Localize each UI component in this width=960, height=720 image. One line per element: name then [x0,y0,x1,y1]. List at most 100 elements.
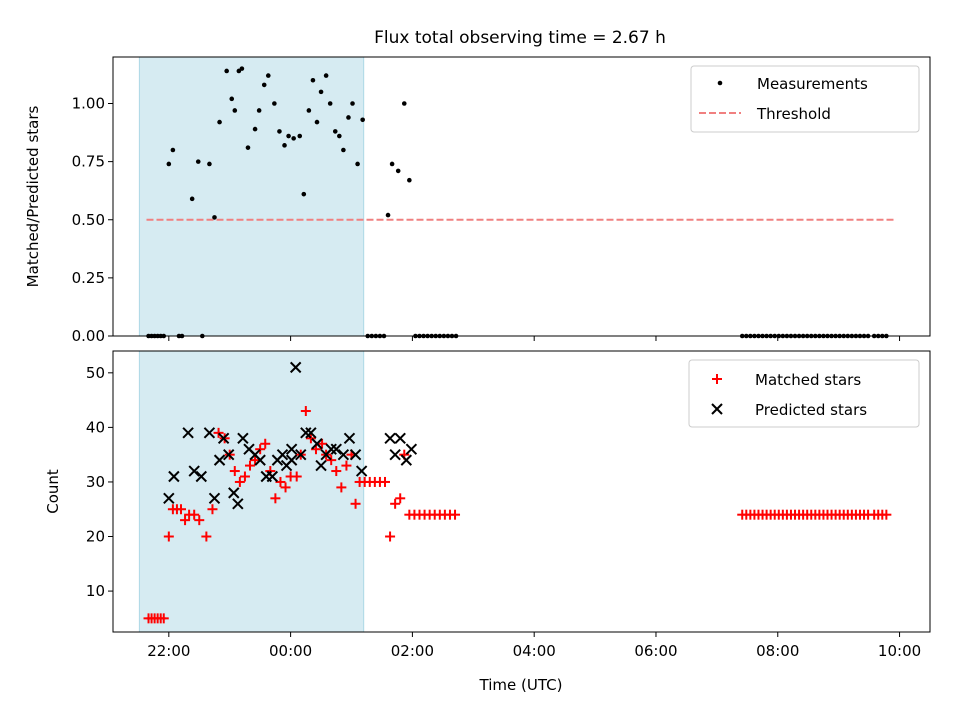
chart-title: Flux total observing time = 2.67 h [374,28,666,48]
matched-star-point [213,427,224,438]
matched-star-point [280,482,291,493]
predicted-star-point [163,492,175,505]
matched-star-point [336,482,347,493]
legend-measurements-marker [717,80,723,86]
bottom-legend-box [688,359,920,428]
predicted-star-point [222,448,235,461]
predicted-star-point [203,427,216,439]
predicted-star-point [195,470,208,483]
legend-measurements-label: Measurements [757,75,868,93]
predicted-star-point [289,361,302,374]
measurement-point [245,145,251,150]
measurement-point [239,66,245,71]
predicted-star-point [213,454,226,466]
measurement-point [355,161,360,167]
measurement-point [291,136,296,141]
matched-star-point [326,455,337,466]
x-tick-label: 22:00 [147,642,190,660]
y-tick-label: 30 [86,473,105,491]
matched-star-point [194,515,205,526]
measurement-point [261,82,267,88]
measurement-point [318,89,324,95]
matched-star-point [275,476,286,487]
x-tick-label: 08:00 [756,642,799,660]
matched-star-point [379,476,390,487]
x-tick-label: 02:00 [391,642,434,660]
measurement-point [332,129,338,134]
y-tick-label: 20 [86,528,105,546]
y-tick-label: 0.50 [72,211,105,229]
matched-star-point [201,531,212,542]
bottom-axes-frame [112,350,931,633]
matched-star-point [180,515,191,526]
predicted-star-point [295,448,307,461]
predicted-star-point [330,443,342,455]
predicted-star-point [300,427,312,439]
predicted-star-point [285,443,298,455]
matched-star-point [317,438,328,449]
matched-star-point [245,460,256,471]
x-axis-label: Time (UTC) [479,676,563,694]
measurement-point [389,161,395,167]
y-tick-label: 0.25 [72,269,105,287]
matched-star-point [250,455,261,466]
measurement-point [189,196,195,202]
measurement-point [346,115,351,120]
top-legend-box [690,65,920,133]
measurement-point [217,119,222,125]
measurement-point [212,215,217,220]
measurement-point [286,133,291,139]
y-tick-label: 40 [86,418,105,436]
predicted-star-point [254,454,266,466]
matched-star-point [291,471,302,482]
predicted-stars-points [163,361,418,510]
matched-star-point [207,504,218,515]
matched-star-point [385,531,396,542]
x-tick-label: 04:00 [513,642,556,660]
measurement-point [224,68,229,74]
matched-star-point [229,466,240,477]
predicted-star-point [315,459,327,472]
measurement-point [301,191,307,197]
y-tick-label: 0.75 [72,153,105,171]
measurement-point [297,133,303,139]
predicted-star-point [232,498,244,510]
bottom-x-ticks: 22:00 00:00 02:00 04:00 06:00 08:00 10:00 [147,632,921,660]
legend-predicted-label: Predicted stars [755,401,867,419]
predicted-star-point [228,487,240,499]
matched-star-point [239,471,250,482]
measurement-point [207,161,212,167]
matched-star-point [390,498,401,509]
measurement-point [252,126,258,132]
y-tick-label: 1.00 [72,95,105,113]
x-tick-label: 06:00 [634,642,677,660]
matched-star-point [395,493,406,504]
matched-star-point [255,444,266,455]
predicted-star-point [266,470,279,483]
predicted-star-point [405,443,418,455]
bottom-legend: Matched stars Predicted stars [688,359,920,428]
bottom-shaded-interval [138,350,365,633]
measurement-point [327,101,333,106]
bottom-y-axis-label: Count [44,469,62,514]
measurement-point [401,101,407,106]
measurement-point [232,108,238,113]
predicted-star-point [343,432,356,445]
matched-star-point [350,498,361,509]
predicted-star-point [217,432,230,445]
predicted-star-point [188,465,200,477]
x-tick-label: 10:00 [878,642,921,660]
measurement-point [256,108,262,113]
measurement-point [272,101,277,106]
matched-star-point [189,509,200,520]
predicted-star-point [285,454,298,466]
matched-star-point [305,433,316,444]
measurement-point [314,119,320,125]
y-tick-label: 50 [86,364,105,382]
predicted-star-point [394,432,406,445]
measurement-point [341,147,346,153]
matched-star-point [300,406,311,417]
top-panel: 0.00 0.25 0.50 0.75 1.00 Matched/Predicted s… [24,56,931,345]
predicted-star-point [311,438,323,450]
predicted-star-point [168,470,180,483]
